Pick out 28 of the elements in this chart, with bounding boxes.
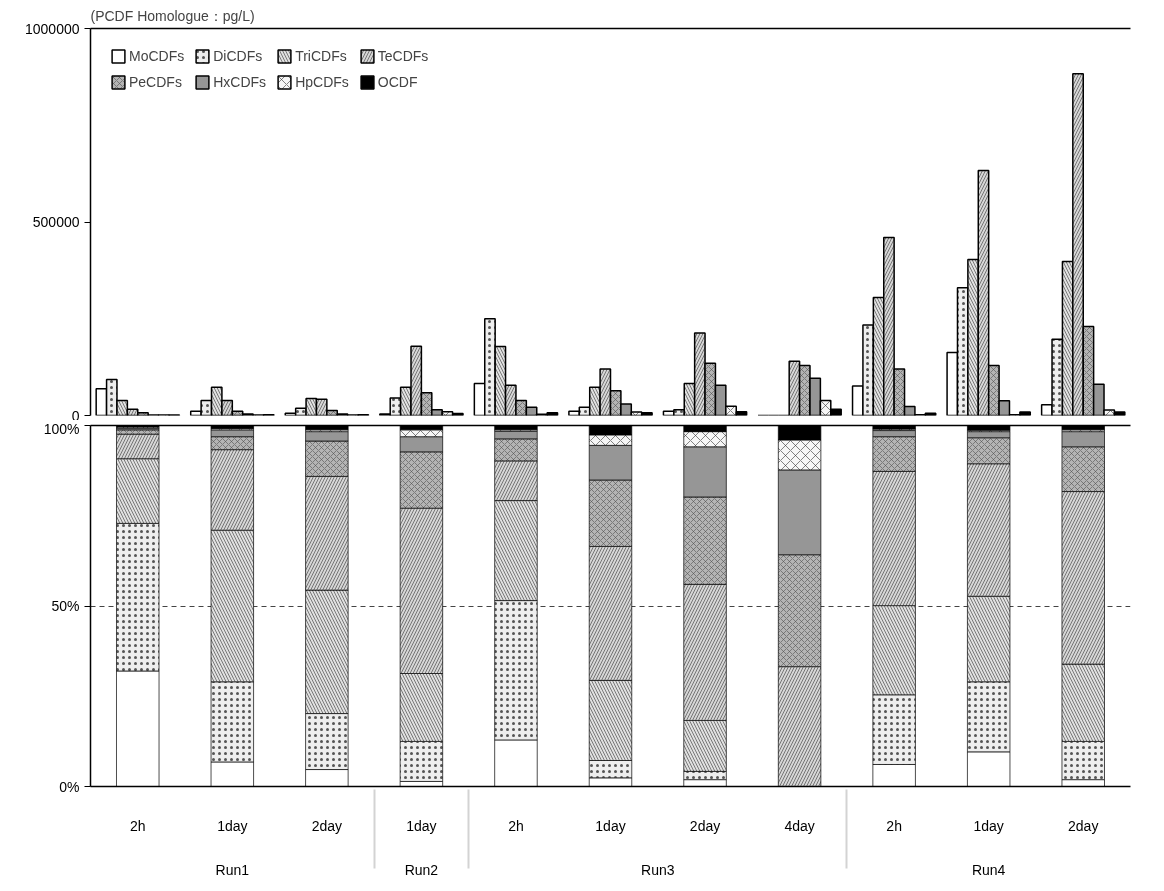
category-label: 2day bbox=[1068, 817, 1099, 834]
legend-label: TeCDFs bbox=[377, 48, 429, 64]
y-tick-label: 0% bbox=[59, 778, 80, 795]
legend-label: HpCDFs bbox=[295, 74, 349, 90]
legend-label: TriCDFs bbox=[295, 48, 347, 64]
category-label: 2h bbox=[129, 817, 146, 834]
legend-label: DiCDFs bbox=[213, 48, 263, 64]
category-label: Run1 bbox=[215, 861, 250, 878]
legend-label: HxCDFs bbox=[213, 74, 267, 90]
category-label: 1day bbox=[217, 817, 248, 834]
category-label: Run4 bbox=[971, 861, 1006, 878]
category-label: Run2 bbox=[404, 861, 439, 878]
category-label: 1day bbox=[406, 817, 437, 834]
category-label: 2h bbox=[508, 817, 524, 834]
y-tick-label: 500000 bbox=[32, 214, 80, 230]
y-tick-label: 1000000 bbox=[25, 20, 80, 37]
legend-label: PeCDFs bbox=[129, 74, 182, 90]
category-label: 1day bbox=[973, 817, 1004, 834]
y-axis-title: (PCDF Homologue：pg/L) bbox=[90, 7, 255, 24]
category-label: 2day bbox=[311, 817, 343, 834]
legend-label: OCDF bbox=[377, 74, 418, 90]
category-label: 2day bbox=[689, 817, 721, 834]
category-label: Run3 bbox=[641, 861, 675, 878]
category-label: 2h bbox=[886, 817, 902, 834]
category-label: 4day bbox=[784, 817, 815, 834]
legend-label: MoCDFs bbox=[129, 48, 185, 64]
category-label: 1day bbox=[595, 817, 626, 834]
y-tick-label: 50% bbox=[51, 598, 80, 614]
